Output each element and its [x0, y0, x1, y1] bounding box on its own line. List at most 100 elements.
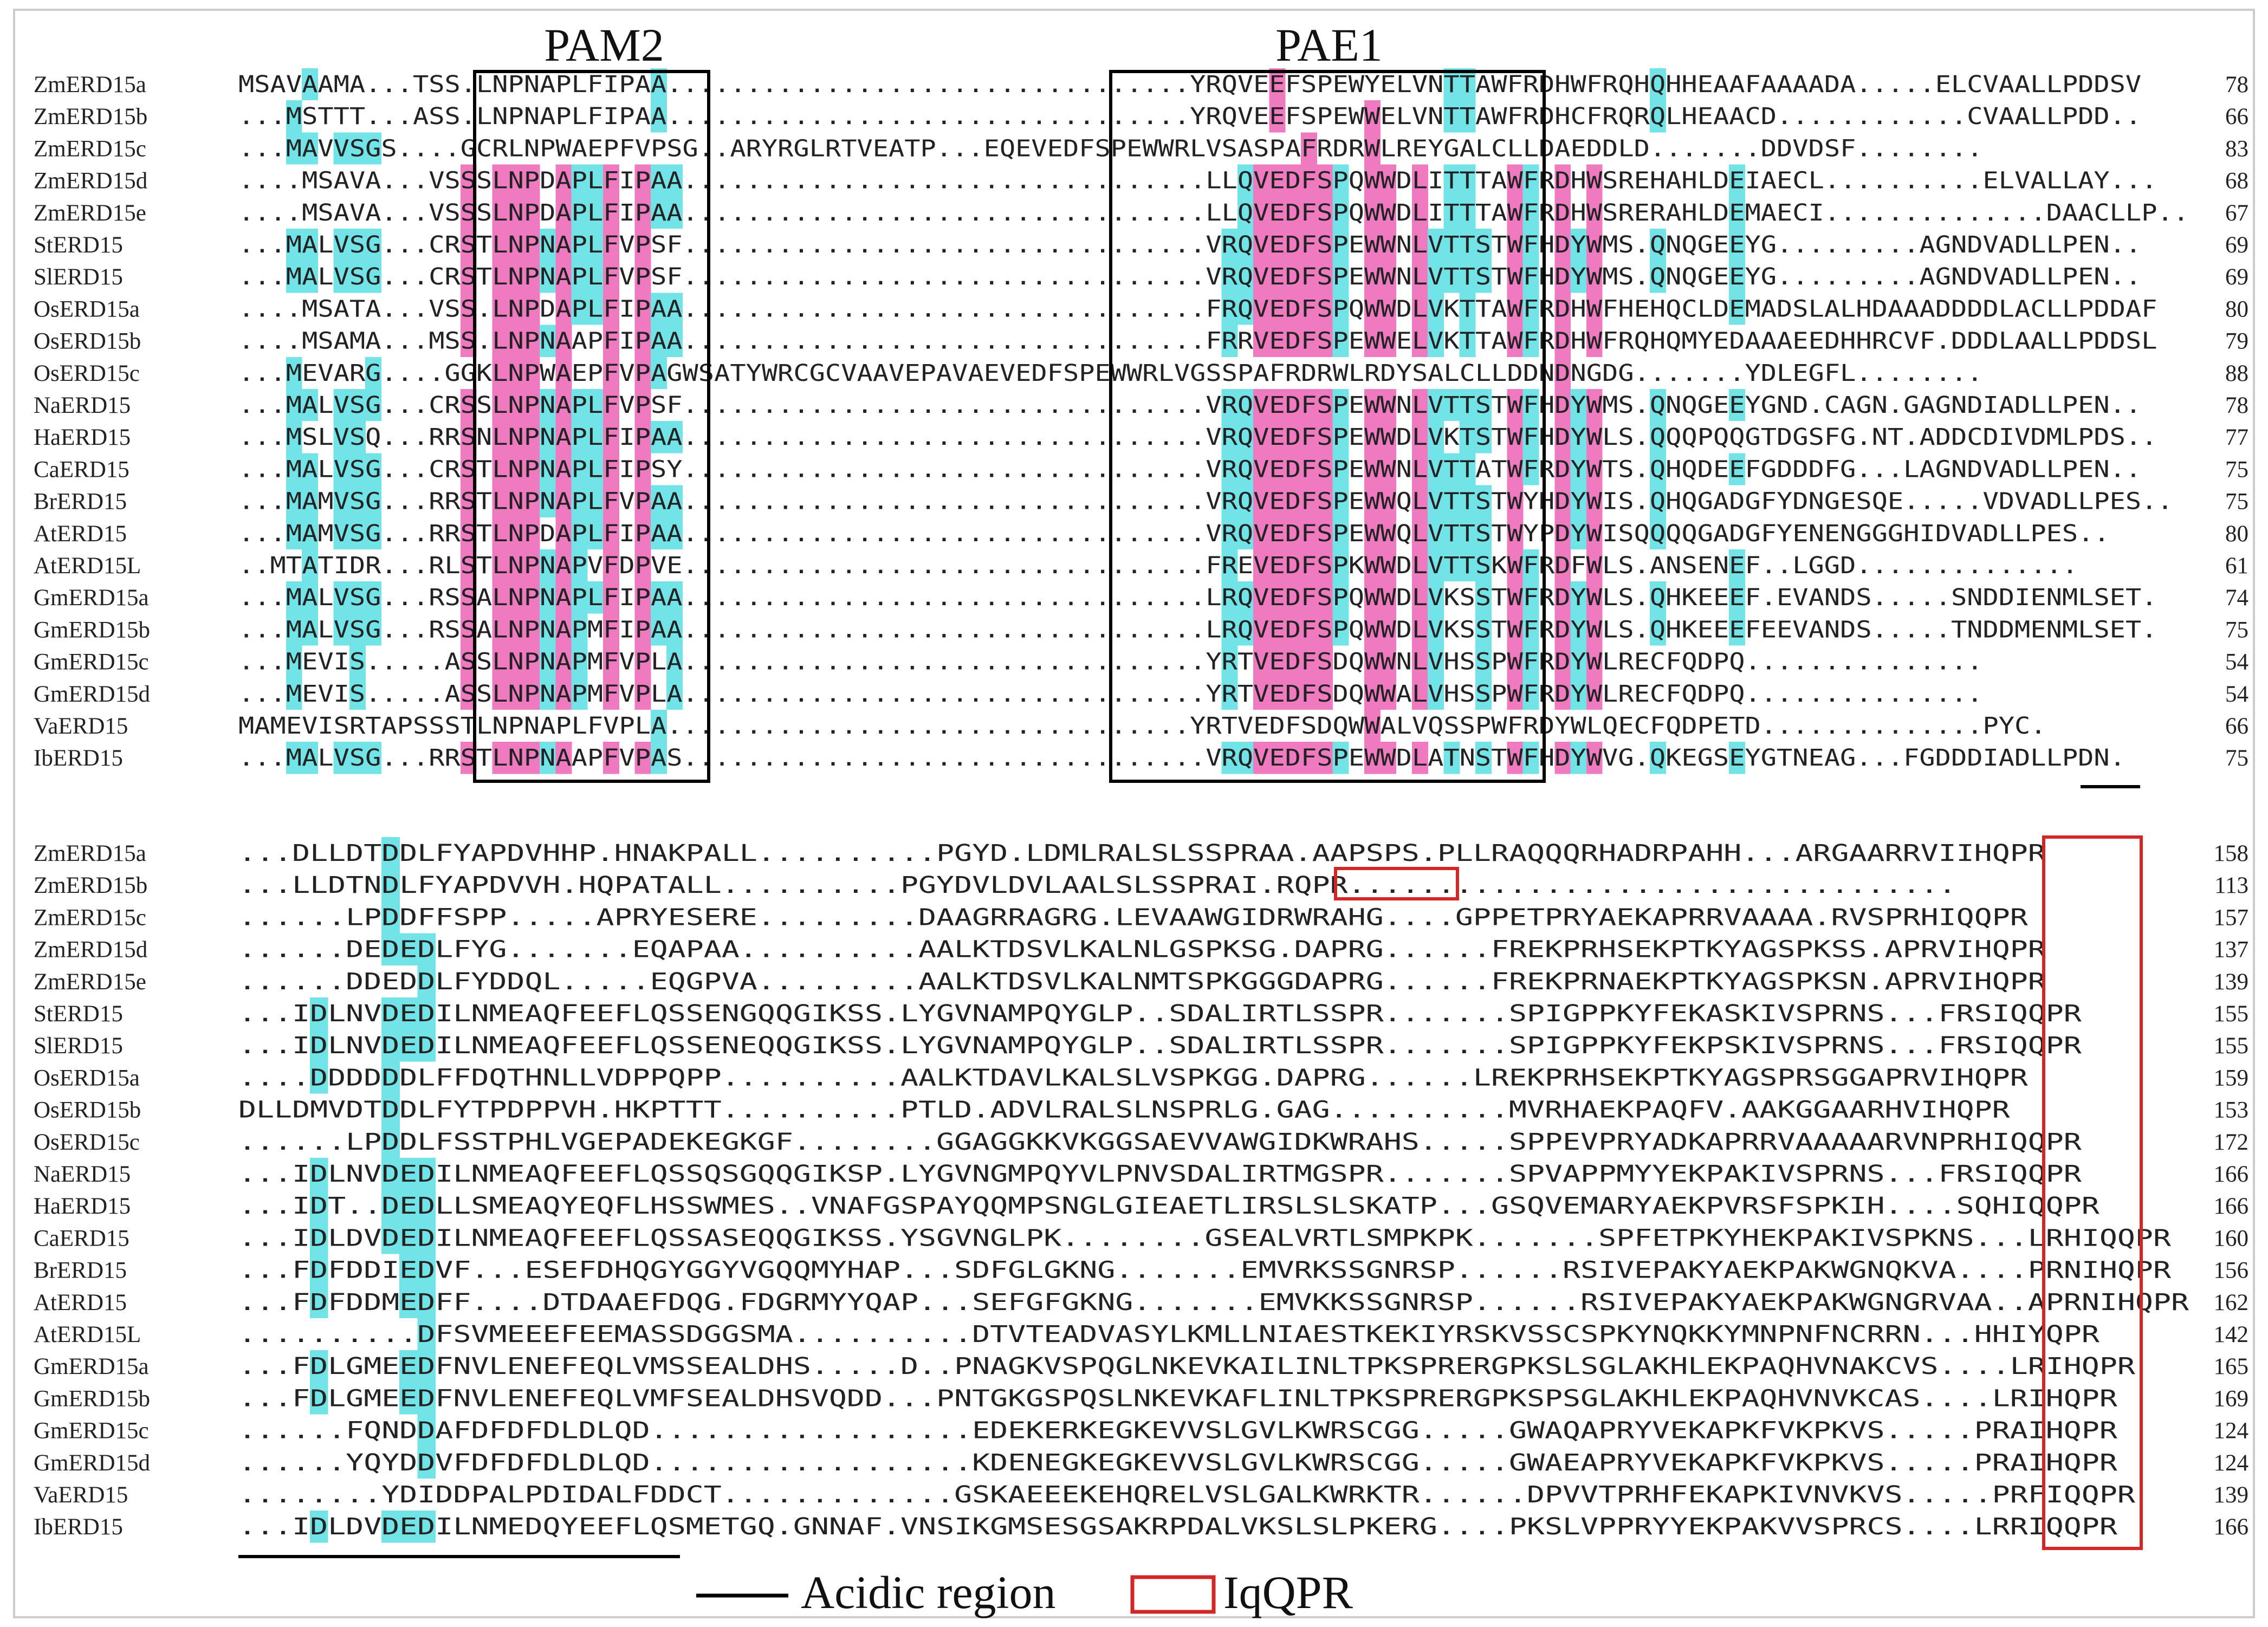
residue-highlight	[1586, 613, 1603, 646]
residue-highlight	[540, 742, 556, 774]
residue-highlight	[1475, 742, 1492, 774]
residue-highlight	[666, 196, 683, 229]
sequence-name: NaERD15	[34, 393, 131, 418]
residue-highlight	[651, 517, 667, 549]
residue-highlight	[666, 293, 683, 325]
residue-highlight	[1332, 389, 1349, 422]
residue-highlight	[333, 229, 350, 261]
residue-highlight	[1301, 677, 1317, 710]
residue-highlight	[1507, 196, 1524, 229]
residue-highlight	[555, 421, 572, 453]
pam2-label: PAM2	[544, 19, 664, 71]
residue-highlight	[1411, 677, 1428, 710]
sequence-name: BrERD15	[34, 489, 127, 515]
residue-highlight	[1570, 517, 1587, 549]
residue-highlight	[1729, 196, 1746, 229]
residue-highlight	[365, 261, 381, 293]
residue-highlight	[1253, 677, 1270, 710]
residue-highlight	[508, 485, 524, 517]
residue-highlight	[1522, 164, 1539, 197]
residue-highlight	[333, 581, 350, 614]
residue-highlight	[540, 485, 556, 517]
residue-highlight	[1475, 261, 1492, 293]
residue-highlight	[286, 485, 302, 517]
residue-highlight	[492, 293, 509, 325]
residue-highlight	[1570, 453, 1587, 485]
residue-highlight	[1269, 293, 1286, 325]
sequence-name: GmERD15c	[34, 650, 149, 675]
legend-iqqpr-box	[1130, 1575, 1216, 1614]
sequence-name: GmERD15b	[34, 617, 150, 643]
residue-highlight	[492, 517, 509, 549]
residue-highlight	[571, 196, 588, 229]
sequence-position: 169	[2214, 1386, 2249, 1411]
residue-highlight	[1729, 453, 1746, 485]
sequence-residues: ...MALVSG...RSSALNPNAPMFIPAA............…	[238, 616, 2157, 643]
residue-highlight	[1729, 581, 1746, 614]
sequence-name: StERD15	[34, 1001, 123, 1027]
residue-highlight	[302, 453, 318, 485]
residue-highlight	[1459, 389, 1476, 422]
residue-highlight	[1364, 742, 1381, 774]
residue-highlight	[1221, 517, 1238, 549]
residue-highlight	[1364, 581, 1381, 614]
sequence-residues: ...FDFDDIEDVF...ESEFDHQGYGGYVGQQMYHAP...…	[238, 1257, 2171, 1284]
residue-highlight	[492, 389, 509, 422]
residue-highlight	[1459, 100, 1476, 133]
residue-highlight	[1364, 164, 1381, 197]
residue-highlight	[1380, 517, 1397, 549]
residue-highlight	[1459, 229, 1476, 261]
legend-iqqpr-label: IqQPR	[1223, 1566, 1353, 1618]
residue-highlight	[1570, 389, 1587, 422]
residue-highlight	[1269, 549, 1286, 582]
residue-highlight	[1475, 421, 1492, 453]
residue-highlight	[1221, 677, 1238, 710]
residue-highlight	[651, 613, 667, 646]
sequence-name: NaERD15	[34, 1162, 131, 1187]
sequence-residues: ......DDEDDLFYDDQL.....EQGPVA.........AA…	[238, 968, 2046, 995]
residue-highlight	[302, 549, 318, 582]
residue-highlight	[1428, 325, 1444, 357]
residue-highlight	[1317, 229, 1333, 261]
residue-highlight	[310, 1029, 328, 1062]
residue-highlight	[651, 710, 667, 742]
residue-highlight	[1364, 100, 1381, 133]
residue-highlight	[1285, 196, 1301, 229]
residue-highlight	[1522, 677, 1539, 710]
residue-highlight	[1475, 517, 1492, 549]
residue-highlight	[286, 677, 302, 710]
sequence-name: StERD15	[34, 232, 123, 258]
residue-highlight	[310, 1190, 328, 1222]
residue-highlight	[399, 1222, 418, 1254]
residue-highlight	[508, 581, 524, 614]
residue-highlight	[1237, 164, 1254, 197]
residue-highlight	[310, 997, 328, 1030]
residue-highlight	[1554, 645, 1571, 678]
residue-highlight	[1459, 164, 1476, 197]
residue-highlight	[555, 293, 572, 325]
residue-highlight	[1301, 485, 1317, 517]
residue-highlight	[286, 261, 302, 293]
residue-highlight	[417, 1350, 436, 1383]
residue-highlight	[540, 581, 556, 614]
residue-highlight	[1729, 293, 1746, 325]
residue-highlight	[1586, 325, 1603, 357]
residue-highlight	[1570, 421, 1587, 453]
residue-highlight	[1285, 677, 1301, 710]
residue-highlight	[1522, 196, 1539, 229]
highlight-layer	[286, 68, 1746, 1543]
residue-highlight	[1428, 645, 1444, 678]
residue-highlight	[651, 196, 667, 229]
residue-highlight	[417, 1446, 436, 1479]
sequence-position: 54	[2225, 650, 2248, 675]
residue-highlight	[286, 613, 302, 646]
residue-highlight	[1507, 293, 1524, 325]
residue-highlight	[1411, 325, 1428, 357]
residue-highlight	[666, 645, 683, 678]
residue-highlight	[1554, 517, 1571, 549]
residue-highlight	[1459, 453, 1476, 485]
residue-highlight	[492, 581, 509, 614]
sequence-position: 139	[2214, 1482, 2249, 1508]
residue-highlight	[1221, 453, 1238, 485]
sequence-residues: ...MAMVSG...RRSTLNPNAPLFVPAA............…	[238, 488, 2173, 515]
